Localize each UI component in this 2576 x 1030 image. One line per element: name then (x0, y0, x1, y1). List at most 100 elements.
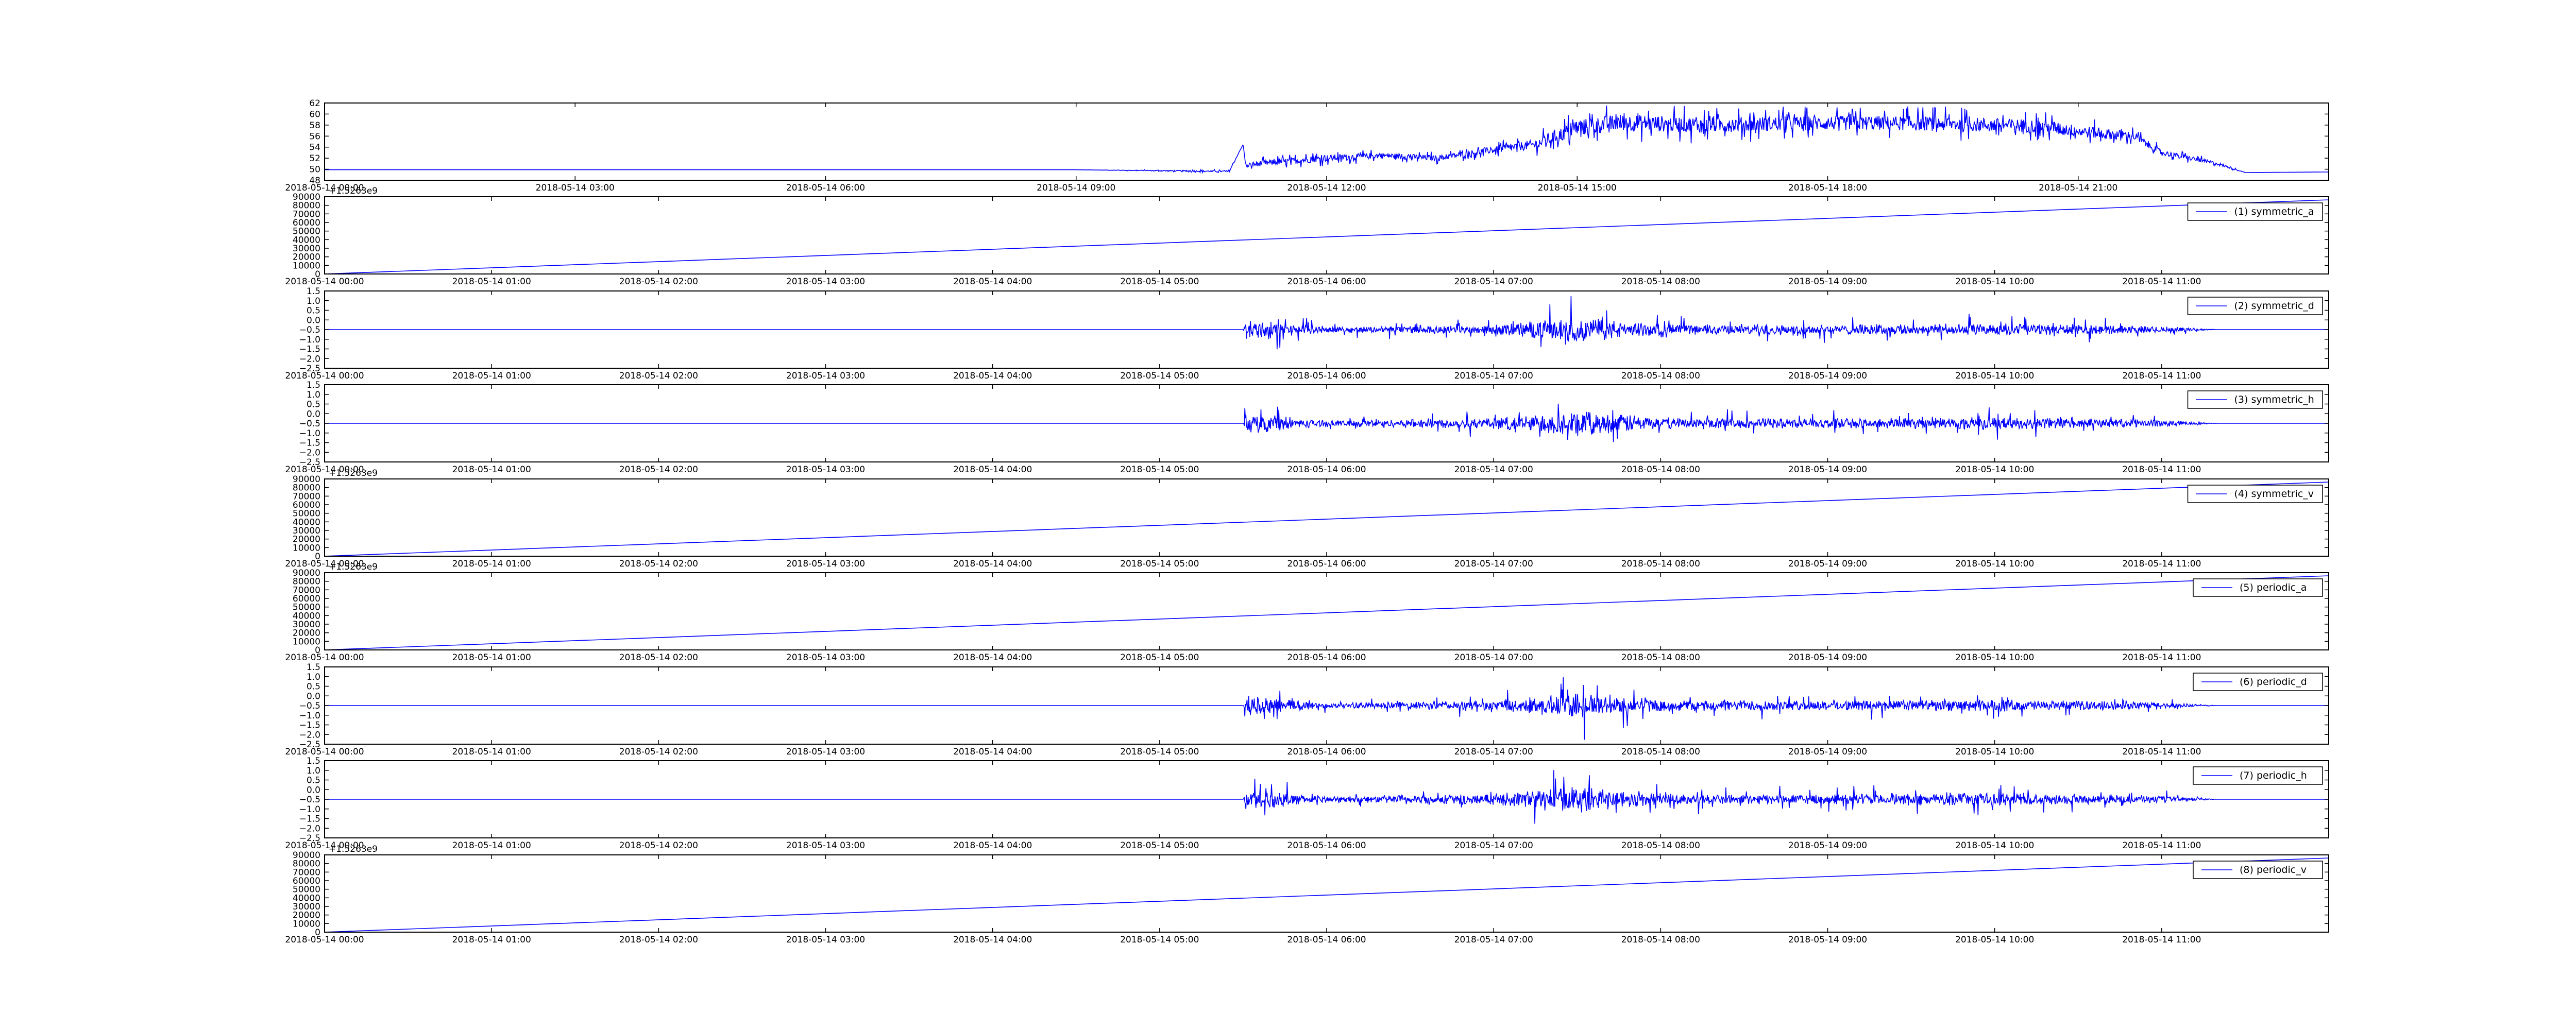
legend-periodic_d: (6) periodic_d (2193, 673, 2323, 691)
x-tick-label: 2018-05-14 04:00 (953, 935, 1032, 945)
x-tick-label: 2018-05-14 01:00 (452, 653, 531, 663)
x-tick-label: 2018-05-14 02:00 (619, 653, 698, 663)
x-tick-label: 2018-05-14 00:00 (285, 371, 364, 381)
x-tick-label: 2018-05-14 08:00 (1621, 371, 1700, 381)
y-tick-label: 56 (309, 131, 320, 142)
x-tick-label: 2018-05-14 04:00 (953, 465, 1032, 475)
x-tick-label: 2018-05-14 01:00 (452, 747, 531, 757)
x-tick-label: 2018-05-14 10:00 (1955, 840, 2034, 851)
x-tick-label: 2018-05-14 09:00 (1788, 653, 1867, 663)
y-tick-label: 30000 (293, 620, 320, 630)
x-tick-label: 2018-05-14 00:00 (285, 840, 364, 851)
y-tick-label: 60000 (293, 594, 320, 604)
y-offset-label: +1.5263e9 (329, 186, 378, 196)
x-tick-label: 2018-05-14 08:00 (1621, 840, 1700, 851)
y-tick-label: 1.5 (307, 756, 320, 766)
x-tick-label: 2018-05-14 07:00 (1454, 465, 1533, 475)
y-tick-label: −2.5 (299, 457, 320, 468)
x-tick-label: 2018-05-14 09:00 (1788, 840, 1867, 851)
y-tick-label: 52 (309, 153, 320, 164)
x-tick-label: 2018-05-14 05:00 (1120, 465, 1199, 475)
series-line-periodic_v (324, 857, 2329, 933)
x-tick-label: 2018-05-14 03:00 (786, 371, 865, 381)
x-tick-label: 2018-05-14 06:00 (786, 183, 865, 193)
x-tick-label: 2018-05-14 02:00 (619, 465, 698, 475)
x-tick-label: 2018-05-14 10:00 (1955, 559, 2034, 569)
x-tick-label: 2018-05-14 06:00 (1287, 747, 1366, 757)
y-tick-label: 0 (315, 928, 320, 938)
y-tick-label: 1.0 (307, 296, 320, 306)
x-tick-label: 2018-05-14 04:00 (953, 277, 1032, 287)
y-tick-label: 54 (309, 143, 320, 153)
legend-label: (2) symmetric_d (2234, 300, 2314, 312)
series-line-periodic_d (325, 677, 2329, 740)
x-tick-label: 2018-05-14 08:00 (1621, 653, 1700, 663)
subplot-symmetric_a: 0100002000030000400005000060000700008000… (285, 186, 2329, 287)
y-tick-label: −1.5 (299, 814, 320, 825)
x-tick-label: 2018-05-14 02:00 (619, 371, 698, 381)
x-tick-label: 2018-05-14 05:00 (1120, 840, 1199, 851)
y-tick-label: 20000 (293, 911, 320, 921)
x-tick-label: 2018-05-14 01:00 (452, 559, 531, 569)
x-tick-label: 2018-05-14 03:00 (786, 840, 865, 851)
x-tick-label: 2018-05-14 02:00 (619, 747, 698, 757)
legend-symmetric_a: (1) symmetric_a (2187, 202, 2323, 221)
series-line-symmetric_a (324, 199, 2329, 274)
x-tick-label: 2018-05-14 02:00 (619, 277, 698, 287)
x-tick-label: 2018-05-14 09:00 (1788, 371, 1867, 381)
x-tick-label: 2018-05-14 05:00 (1120, 653, 1199, 663)
y-tick-label: 10000 (293, 919, 320, 929)
y-tick-label: 0.0 (307, 691, 320, 701)
x-tick-label: 2018-05-14 08:00 (1621, 465, 1700, 475)
y-tick-label: 0.5 (307, 306, 320, 316)
series-line-symmetric_v (324, 482, 2329, 557)
subplot-symmetric_d: −2.5−2.0−1.5−1.0−0.50.00.51.01.5 2018-05-… (285, 286, 2329, 381)
x-tick-label: 2018-05-14 11:00 (2122, 653, 2201, 663)
y-tick-label: 0.0 (307, 315, 320, 325)
y-tick-label: 20000 (293, 628, 320, 639)
y-tick-label: 40000 (293, 893, 320, 903)
y-tick-label: 40000 (293, 611, 320, 621)
subplot-symmetric_v: 0100002000030000400005000060000700008000… (285, 468, 2329, 569)
x-tick-label: 2018-05-14 04:00 (953, 747, 1032, 757)
y-tick-label: 0.5 (307, 776, 320, 786)
x-tick-label: 2018-05-14 01:00 (452, 371, 531, 381)
x-tick-label: 2018-05-14 01:00 (452, 277, 531, 287)
x-tick-label: 2018-05-14 15:00 (1538, 183, 1617, 193)
y-tick-label: −0.5 (299, 419, 320, 429)
y-offset-label: +1.5263e9 (329, 468, 378, 478)
y-tick-label: −1.5 (299, 438, 320, 449)
y-offset-label: +1.5263e9 (329, 562, 378, 572)
x-tick-label: 2018-05-14 10:00 (1955, 465, 2034, 475)
y-tick-label: 58 (309, 121, 320, 131)
y-tick-label: 90000 (293, 474, 320, 485)
x-tick-label: 2018-05-14 01:00 (452, 935, 531, 945)
y-tick-label: −1.0 (299, 804, 320, 815)
y-tick-label: 20000 (293, 252, 320, 263)
series-line-periodic_a (324, 575, 2329, 650)
x-tick-label: 2018-05-14 06:00 (1287, 465, 1366, 475)
x-tick-label: 2018-05-14 07:00 (1454, 747, 1533, 757)
y-tick-label: 80000 (293, 201, 320, 211)
y-tick-label: −2.5 (299, 740, 320, 750)
x-tick-label: 2018-05-14 02:00 (619, 935, 698, 945)
x-tick-label: 2018-05-14 05:00 (1120, 747, 1199, 757)
legend-periodic_h: (7) periodic_h (2193, 766, 2323, 785)
x-tick-label: 2018-05-14 11:00 (2122, 371, 2201, 381)
y-tick-label: 0.5 (307, 682, 320, 692)
x-tick-label: 2018-05-14 03:00 (786, 747, 865, 757)
series-line-periodic_h (325, 770, 2329, 824)
y-offset-label: +1.5263e9 (329, 844, 378, 854)
x-tick-label: 2018-05-14 06:00 (1287, 277, 1366, 287)
x-tick-label: 2018-05-14 09:00 (1788, 277, 1867, 287)
x-tick-label: 2018-05-14 04:00 (953, 840, 1032, 851)
series-line-raw (325, 106, 2329, 175)
y-tick-label: 0.0 (307, 785, 320, 795)
x-tick-label: 2018-05-14 05:00 (1120, 559, 1199, 569)
x-tick-label: 2018-05-14 08:00 (1621, 277, 1700, 287)
y-tick-label: 60000 (293, 218, 320, 228)
y-tick-label: 1.0 (307, 390, 320, 400)
y-tick-label: 70000 (293, 491, 320, 502)
y-tick-label: −2.5 (299, 833, 320, 844)
